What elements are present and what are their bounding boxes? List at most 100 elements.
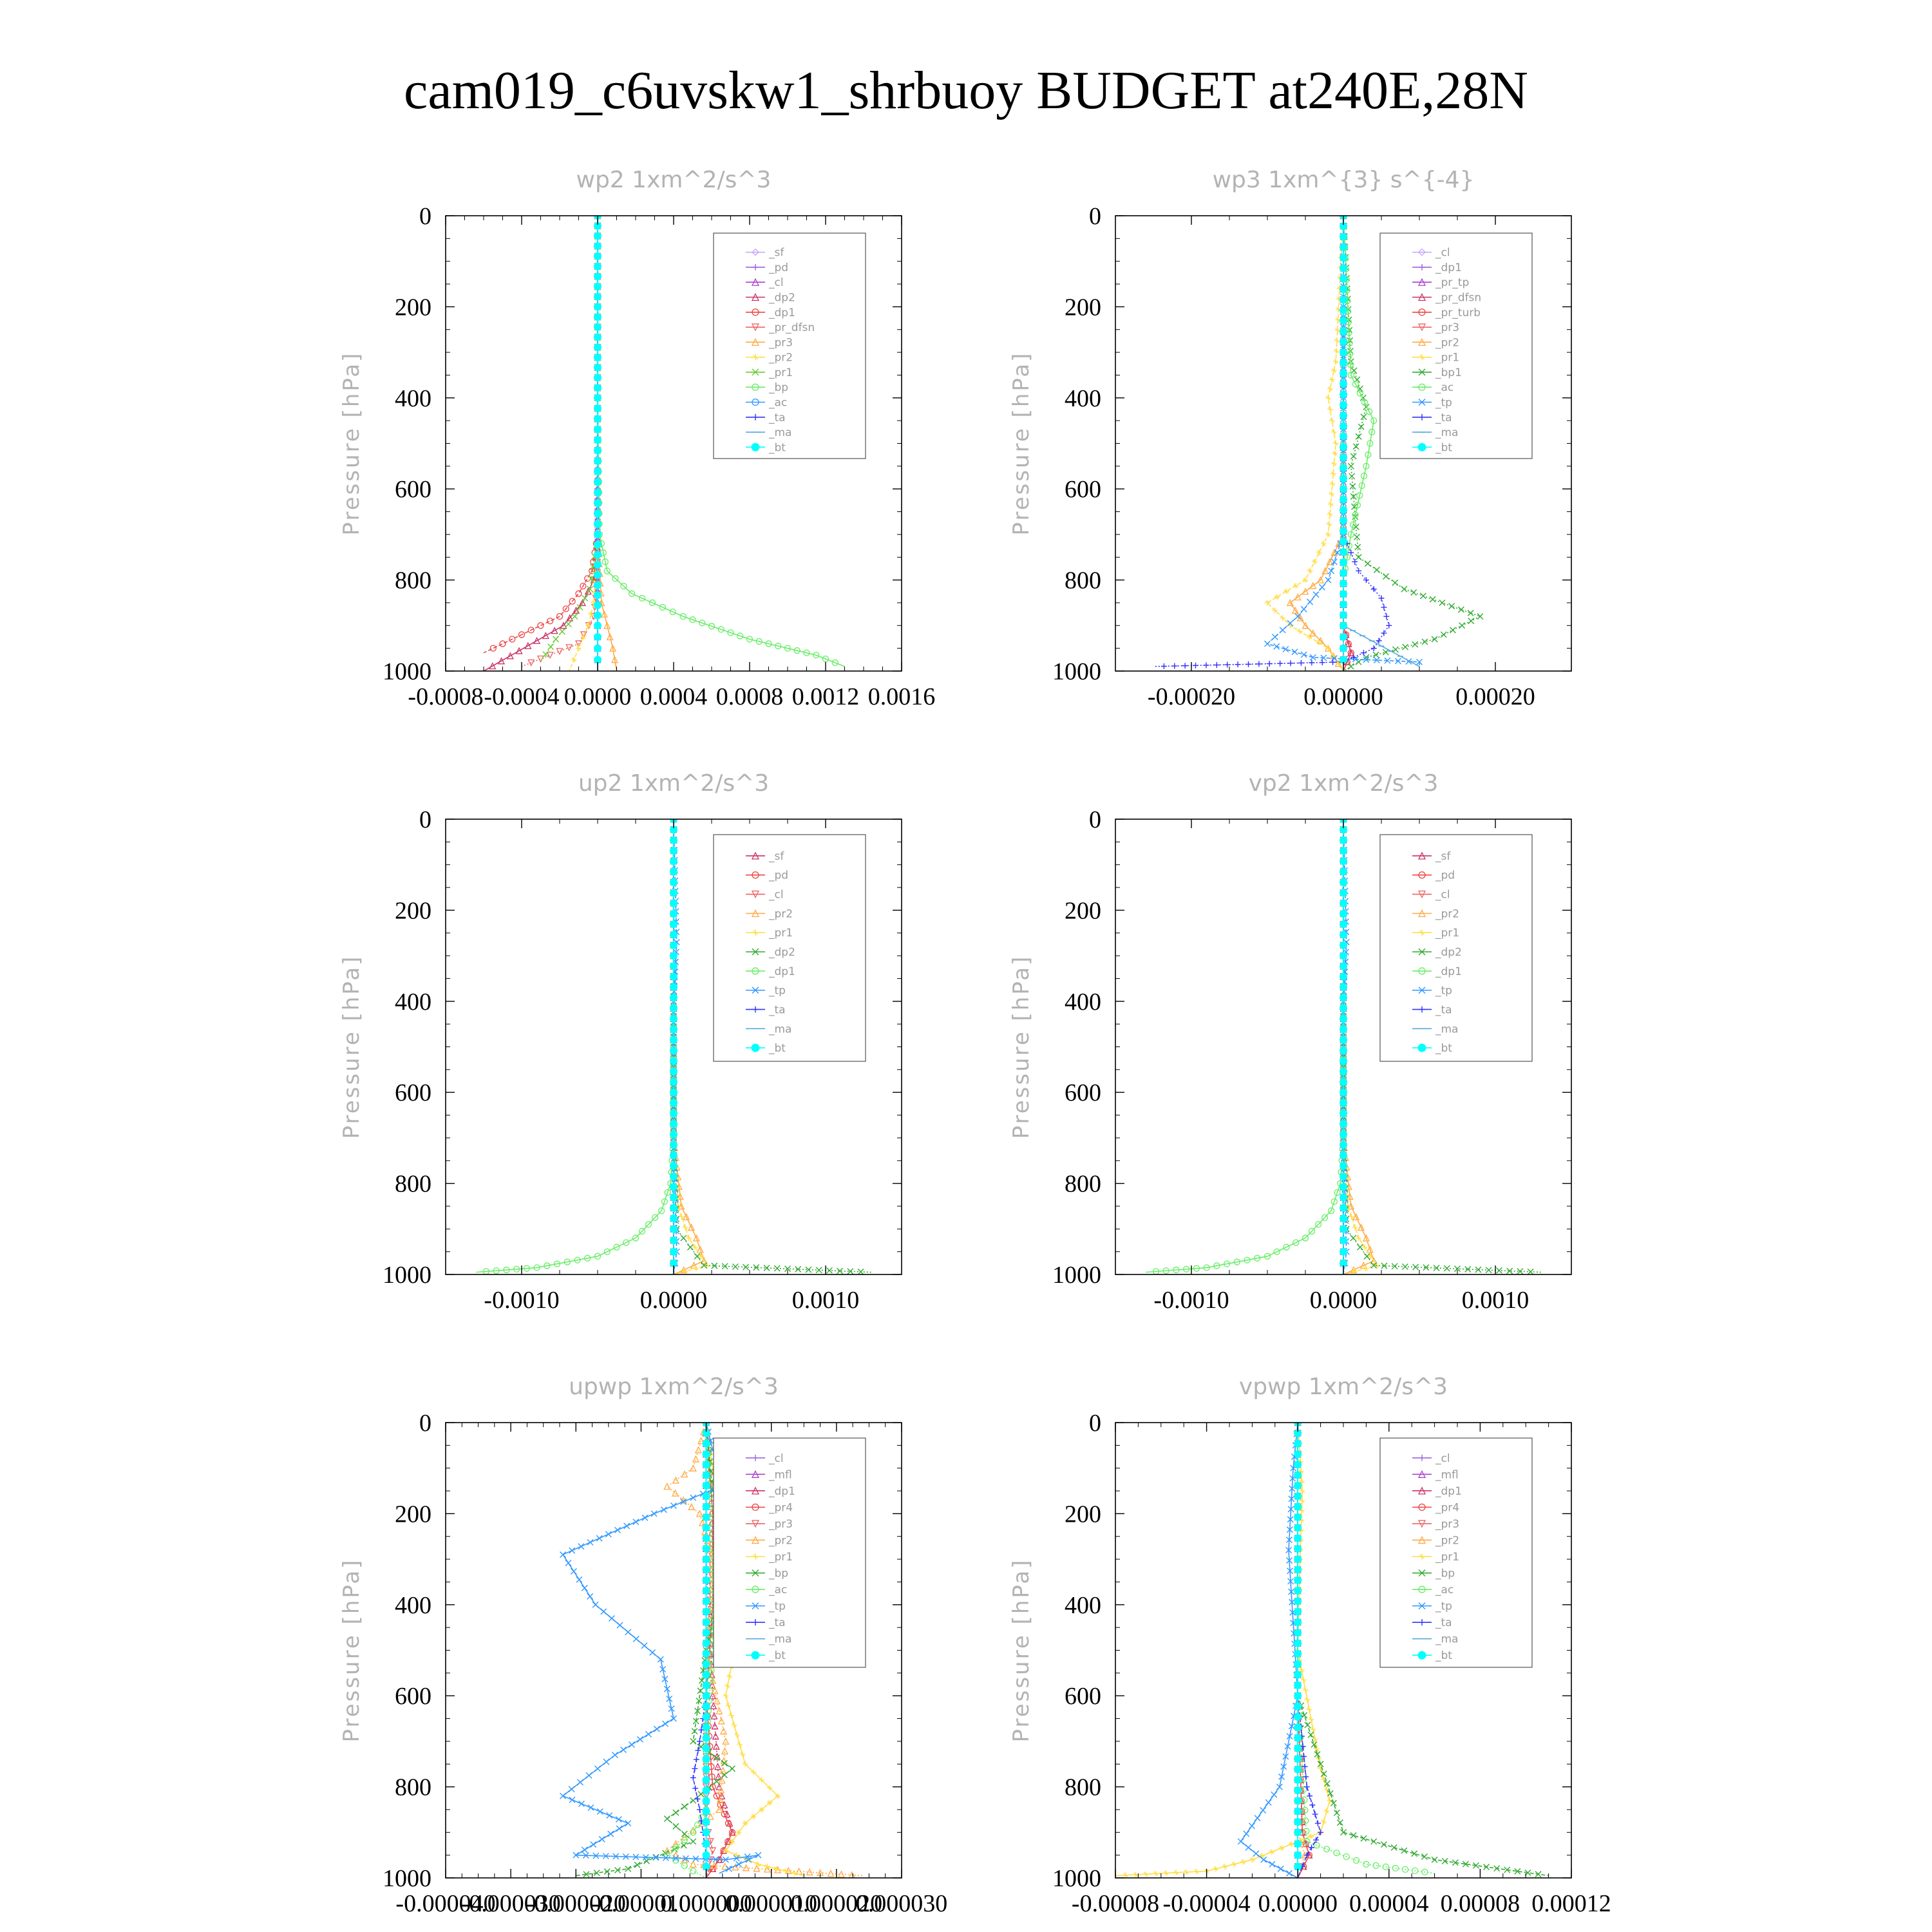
legend-item: _dp1 bbox=[1412, 965, 1462, 978]
data-point bbox=[580, 631, 587, 639]
data-point bbox=[1330, 1799, 1337, 1806]
data-point bbox=[1288, 1495, 1295, 1502]
legend-marker bbox=[1417, 909, 1426, 918]
legend-marker bbox=[751, 1470, 760, 1478]
legend-item: _ta bbox=[1412, 1003, 1452, 1016]
data-point bbox=[1340, 285, 1347, 294]
data-point bbox=[564, 1258, 571, 1265]
legend-marker bbox=[752, 987, 759, 994]
data-point bbox=[728, 1712, 735, 1718]
data-point bbox=[594, 232, 601, 240]
data-point bbox=[702, 1828, 710, 1837]
legend-label: _bt bbox=[1435, 1649, 1452, 1662]
series-bt bbox=[1340, 216, 1347, 671]
data-point bbox=[702, 1618, 710, 1626]
data-point bbox=[827, 1870, 835, 1877]
data-point bbox=[1345, 542, 1353, 549]
data-point bbox=[587, 1804, 594, 1811]
data-point bbox=[702, 1723, 710, 1732]
data-point bbox=[1302, 621, 1309, 629]
data-point bbox=[1253, 1850, 1260, 1857]
data-point bbox=[1340, 909, 1347, 918]
legend-label: _pr2 bbox=[768, 907, 793, 920]
data-point bbox=[1323, 1846, 1331, 1853]
data-point bbox=[1347, 462, 1354, 469]
x-tick-label: 0.00000 bbox=[1303, 683, 1383, 710]
data-point bbox=[613, 1244, 620, 1251]
legend-label: _pr2 bbox=[1435, 1534, 1459, 1547]
data-point bbox=[702, 1524, 710, 1532]
y-tick-label: 800 bbox=[1065, 1774, 1101, 1801]
data-point bbox=[1421, 1868, 1428, 1876]
data-point bbox=[1304, 1721, 1311, 1728]
data-point bbox=[1203, 1264, 1210, 1271]
legend-label: _tp bbox=[768, 1600, 786, 1613]
data-point bbox=[682, 1224, 688, 1231]
data-point bbox=[763, 1865, 771, 1873]
legend-marker bbox=[1417, 323, 1426, 332]
data-point bbox=[1340, 962, 1347, 971]
data-point bbox=[578, 598, 586, 607]
data-point bbox=[623, 1522, 630, 1530]
data-point bbox=[1340, 1247, 1347, 1256]
data-point bbox=[1340, 317, 1347, 325]
data-point bbox=[1294, 1807, 1302, 1815]
data-point bbox=[681, 1803, 688, 1810]
data-point bbox=[594, 353, 601, 361]
legend-label: _bp bbox=[768, 1567, 788, 1580]
data-point bbox=[592, 1601, 599, 1608]
data-point bbox=[1320, 540, 1327, 547]
data-point bbox=[702, 1629, 710, 1637]
data-point bbox=[571, 613, 578, 620]
data-point bbox=[702, 1817, 710, 1826]
chart-panel-2: wp3 1xm^{3} s^{-4} Pressure [hPa] 0 200 400 6… bbox=[1009, 167, 1572, 710]
data-point bbox=[1271, 633, 1278, 640]
legend: _sf_pd _cl _dp2 _dp1 _pr_dfsn _pr3 _pr2_pr1 _bp… bbox=[713, 232, 866, 459]
data-point bbox=[628, 590, 636, 597]
data-point bbox=[1311, 558, 1318, 565]
data-point bbox=[728, 1829, 736, 1836]
data-point bbox=[1303, 1838, 1311, 1845]
data-point bbox=[632, 1853, 639, 1861]
data-point bbox=[1254, 1255, 1261, 1262]
legend-item: _pr1 bbox=[746, 927, 793, 940]
data-point bbox=[1347, 372, 1354, 379]
data-point bbox=[625, 1865, 632, 1872]
data-point bbox=[651, 1214, 659, 1221]
data-point bbox=[708, 1773, 715, 1781]
data-point bbox=[710, 1862, 718, 1870]
y-axis-label: Pressure [hPa] bbox=[1009, 352, 1034, 536]
data-point bbox=[576, 645, 582, 652]
legend-label: _cl bbox=[1435, 247, 1450, 260]
data-point bbox=[1506, 1267, 1513, 1274]
data-point bbox=[784, 1265, 791, 1273]
data-point bbox=[1340, 348, 1347, 357]
x-tick-label: -0.0004 bbox=[484, 683, 559, 710]
data-point bbox=[1271, 1791, 1278, 1798]
data-point bbox=[1269, 1861, 1276, 1868]
legend-item: _dp1 bbox=[1412, 1485, 1462, 1498]
data-point bbox=[723, 1692, 729, 1699]
data-point bbox=[702, 1786, 710, 1795]
data-point bbox=[702, 1566, 710, 1574]
series-line bbox=[1266, 216, 1344, 671]
data-point bbox=[1294, 1502, 1302, 1511]
data-point bbox=[1325, 531, 1331, 538]
legend-label: _tp bbox=[1435, 985, 1452, 998]
legend-item: _ma bbox=[746, 426, 791, 439]
data-point bbox=[573, 606, 580, 614]
data-point bbox=[1376, 638, 1382, 644]
data-point bbox=[594, 509, 601, 518]
data-point bbox=[594, 1765, 601, 1772]
data-point bbox=[1336, 1819, 1343, 1826]
data-point bbox=[1350, 453, 1357, 460]
data-point bbox=[670, 1715, 677, 1722]
data-point bbox=[759, 1806, 765, 1813]
data-point bbox=[670, 920, 677, 929]
data-point bbox=[1352, 558, 1358, 565]
data-point bbox=[1370, 1256, 1378, 1264]
data-point bbox=[670, 994, 677, 1002]
series-bt bbox=[594, 216, 601, 671]
data-point bbox=[1381, 1262, 1388, 1269]
data-point bbox=[670, 1162, 677, 1170]
